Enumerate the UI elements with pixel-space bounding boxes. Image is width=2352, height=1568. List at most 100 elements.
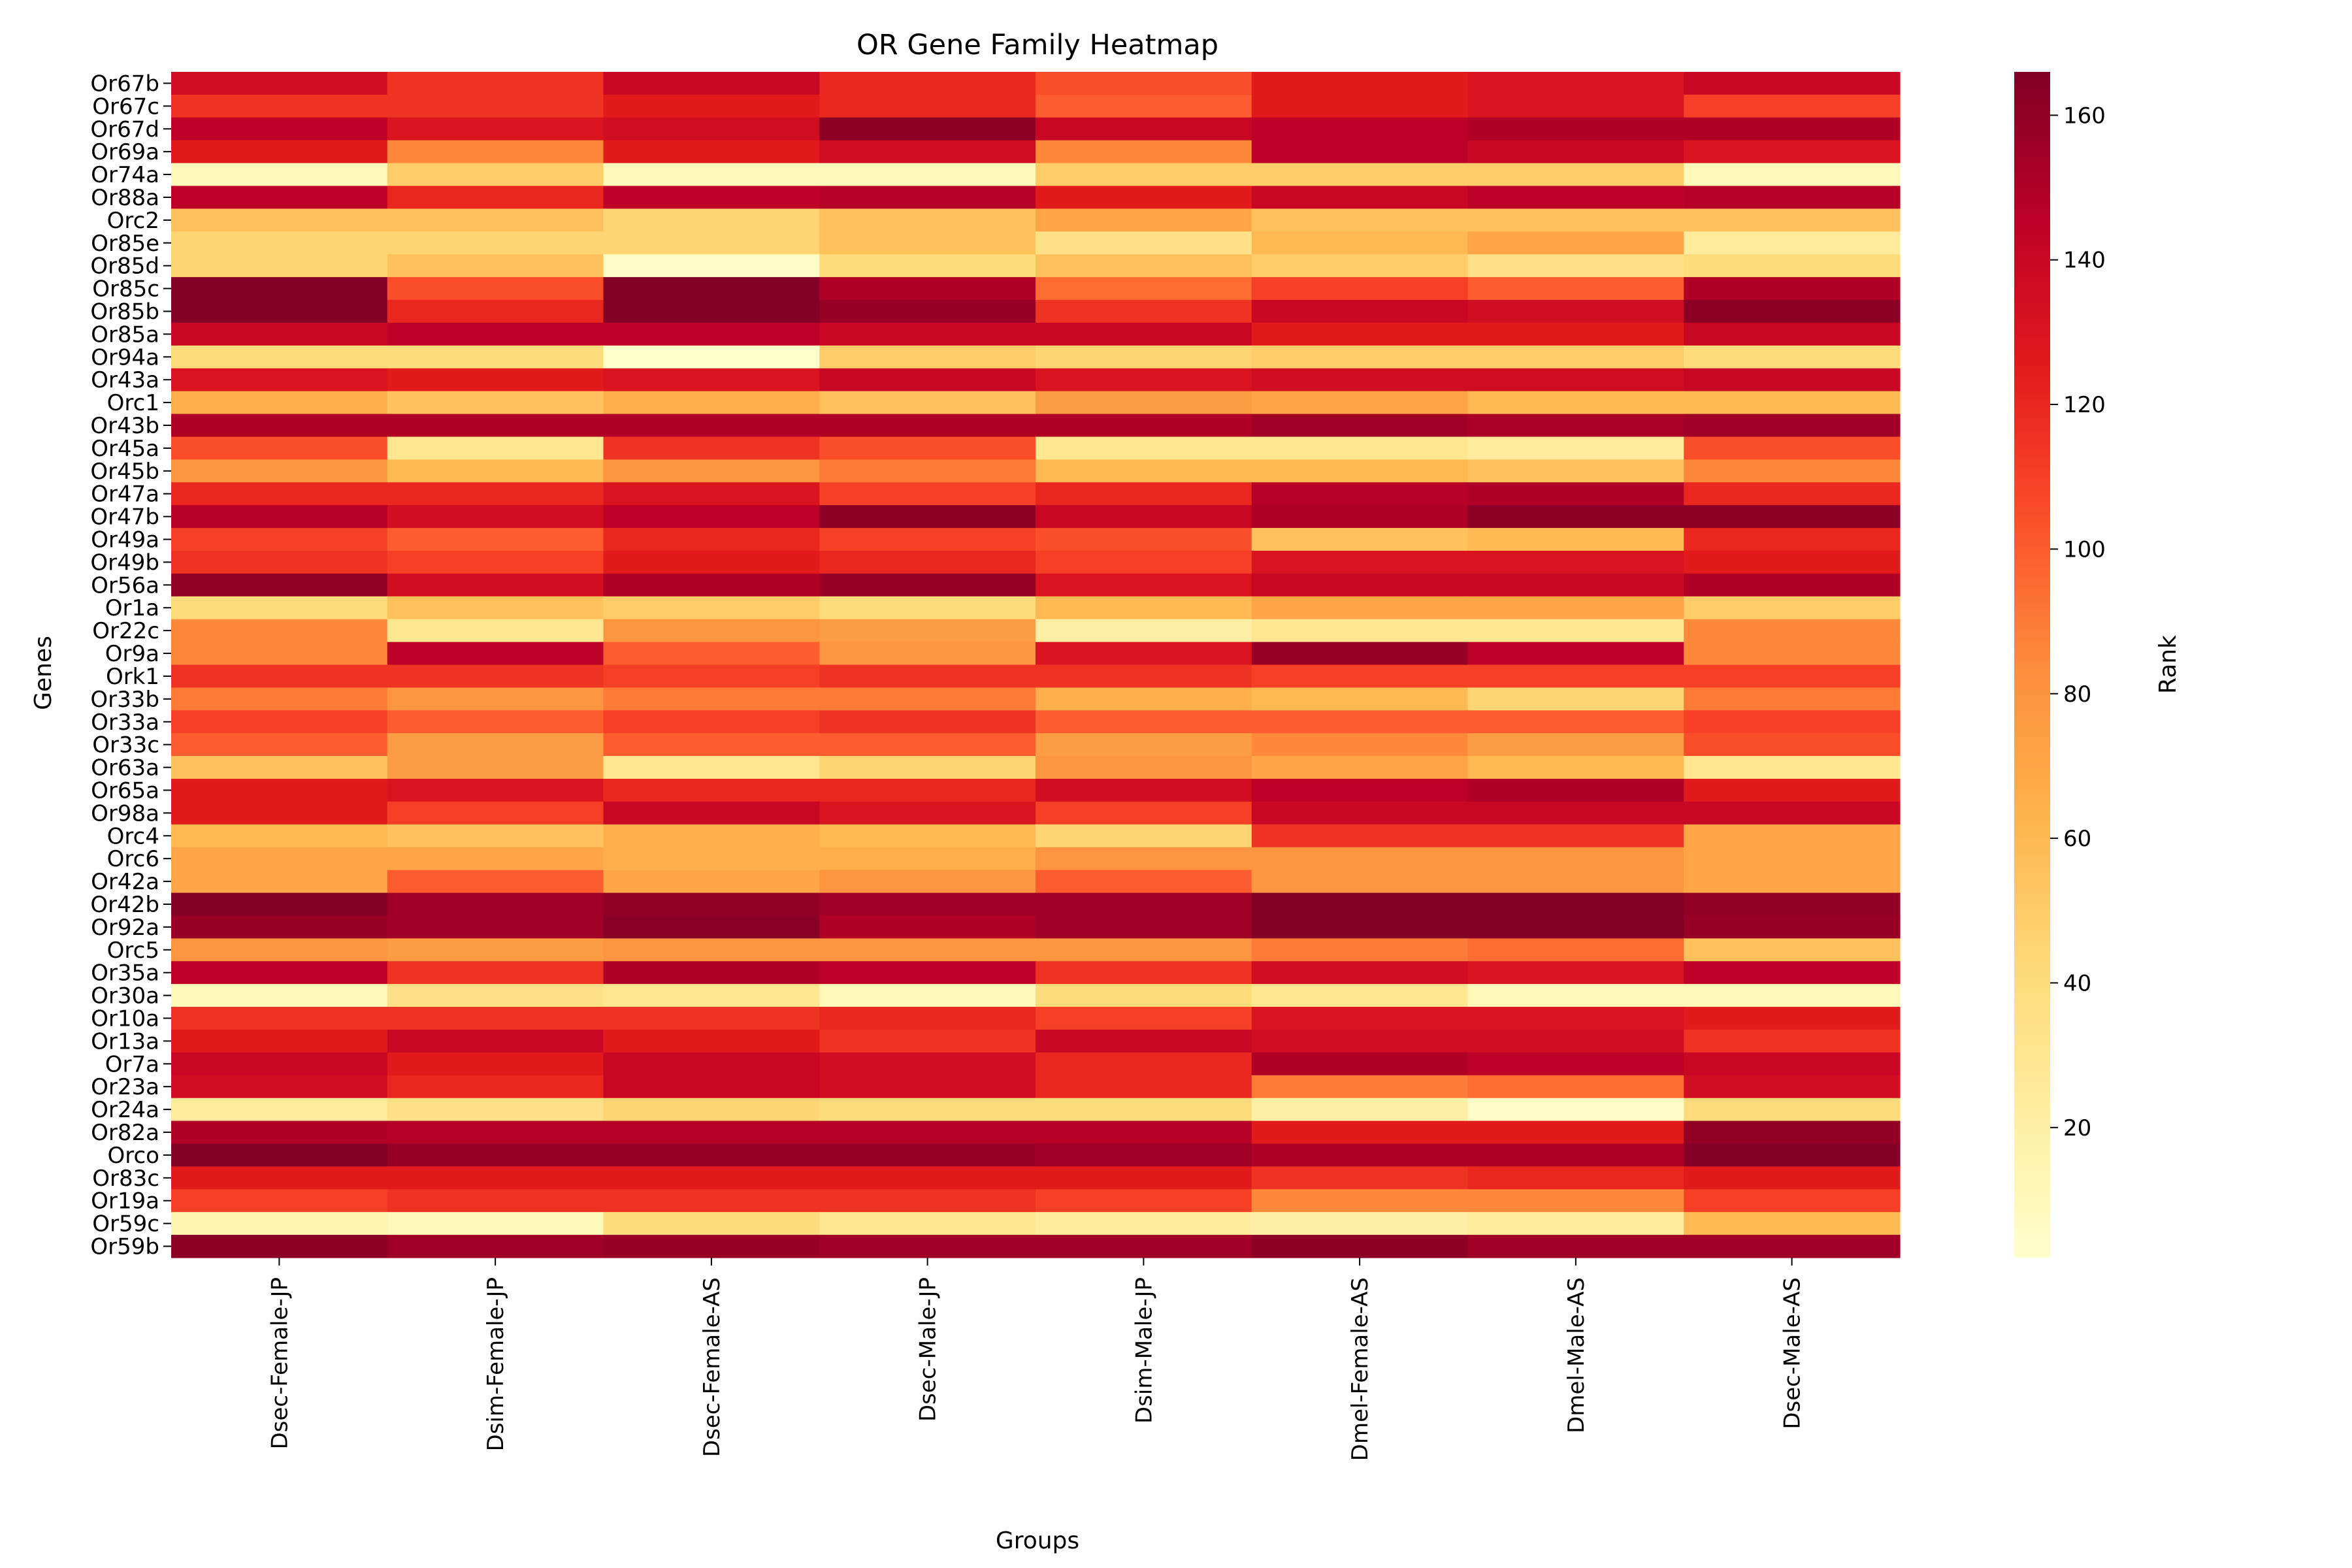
heatmap-cell [1467,1235,1684,1258]
heatmap-cell [171,779,388,802]
heatmap-cell [171,368,388,392]
heatmap-cell [1036,1212,1252,1235]
heatmap-cell [171,619,388,643]
heatmap-cell [603,186,820,210]
row-label: Or85c [92,276,159,302]
heatmap-cell [1684,436,1901,460]
heatmap-cell [1684,140,1901,164]
heatmap-cell [1467,664,1684,688]
heatmap-cell [1036,208,1252,232]
heatmap-cell [387,642,604,666]
heatmap-cell [171,664,388,688]
heatmap-cell [387,779,604,802]
heatmap-cell [1467,801,1684,825]
row-label: Or19a [91,1188,159,1215]
heatmap-cell [1467,573,1684,597]
heatmap-cell [1251,984,1469,1007]
heatmap-cell [387,231,604,255]
heatmap-cell [1036,1075,1252,1099]
colorbar-ticks: 20 40 60 80 100 120 140 160 [2050,103,2106,1141]
heatmap-cell [603,870,820,894]
heatmap-cell [1251,642,1469,666]
heatmap-cell [1251,870,1469,894]
heatmap-cell [387,915,604,939]
heatmap-cell [1251,1098,1469,1122]
heatmap-cell [1467,94,1684,118]
heatmap-cell [171,300,388,323]
heatmap-cell [387,756,604,779]
heatmap-cell [1036,528,1252,551]
heatmap-cell [603,756,820,779]
heatmap-cell [1251,459,1469,483]
heatmap-cell [1467,345,1684,369]
heatmap-cell [603,391,820,415]
heatmap-cell [1467,938,1684,962]
heatmap-cell [1467,231,1684,255]
heatmap-cell [1467,1143,1684,1167]
column-label: Dmel-Male-AS [1563,1277,1590,1433]
heatmap-cell [819,72,1036,95]
row-label: Or7a [105,1051,159,1077]
heatmap-cell [819,961,1036,985]
heatmap-cell [1684,687,1901,711]
heatmap-cell [1467,368,1684,392]
colorbar-label: Rank [2155,635,2181,694]
heatmap-cell [1251,664,1469,688]
heatmap-cell [819,1212,1036,1235]
heatmap-cell [1251,94,1469,118]
row-label: Or67d [90,116,159,142]
heatmap-cell [1684,664,1901,688]
heatmap-cell [387,391,604,415]
heatmap-cell [1036,254,1252,278]
column-label: Dmel-Female-AS [1347,1277,1373,1461]
heatmap-cell [819,1052,1036,1076]
row-label: Or30a [91,983,159,1009]
heatmap-cell [603,1075,820,1099]
heatmap-cell [171,642,388,666]
heatmap-cell [1467,300,1684,323]
heatmap-cell [1251,1052,1469,1076]
heatmap-cell [387,870,604,894]
heatmap-cell [603,915,820,939]
heatmap-cell [1251,1189,1469,1213]
heatmap-cell [603,94,820,118]
heatmap-cell [603,482,820,506]
heatmap-cell [1684,824,1901,848]
heatmap-cell [1684,1189,1901,1213]
heatmap-cell [171,1120,388,1145]
heatmap-cell [1467,528,1684,551]
heatmap-cell [1467,687,1684,711]
heatmap-cell [387,459,604,483]
heatmap-cell [1251,801,1469,825]
heatmap-cell [1467,779,1684,802]
heatmap-cell [1467,870,1684,894]
heatmap-cell [819,459,1036,483]
heatmap-cell [1251,573,1469,597]
heatmap-cell [387,824,604,848]
heatmap-cell [1251,528,1469,551]
heatmap-cell [603,163,820,187]
heatmap-cell [1036,300,1252,323]
heatmap-cell [171,1166,388,1190]
heatmap-cell [171,870,388,894]
heatmap-cell [1467,1029,1684,1053]
heatmap-cell [1684,345,1901,369]
heatmap-cell [1467,984,1684,1007]
heatmap-cell [1467,550,1684,574]
heatmap-cell [603,664,820,688]
heatmap-cell [819,756,1036,779]
row-label: Or92a [91,915,159,941]
heatmap-cell [819,322,1036,346]
heatmap-cell [1467,710,1684,734]
heatmap-cell [819,596,1036,620]
heatmap-cell [819,300,1036,323]
row-label: Or82a [91,1120,159,1146]
row-label: Or47a [91,482,159,508]
heatmap-cell [1036,1166,1252,1190]
heatmap-cell [171,345,388,369]
heatmap-cell [1251,961,1469,985]
heatmap-cell [819,664,1036,688]
heatmap-cell [1251,482,1469,506]
row-label: Or56a [91,572,159,598]
heatmap-cell [1684,1235,1901,1258]
